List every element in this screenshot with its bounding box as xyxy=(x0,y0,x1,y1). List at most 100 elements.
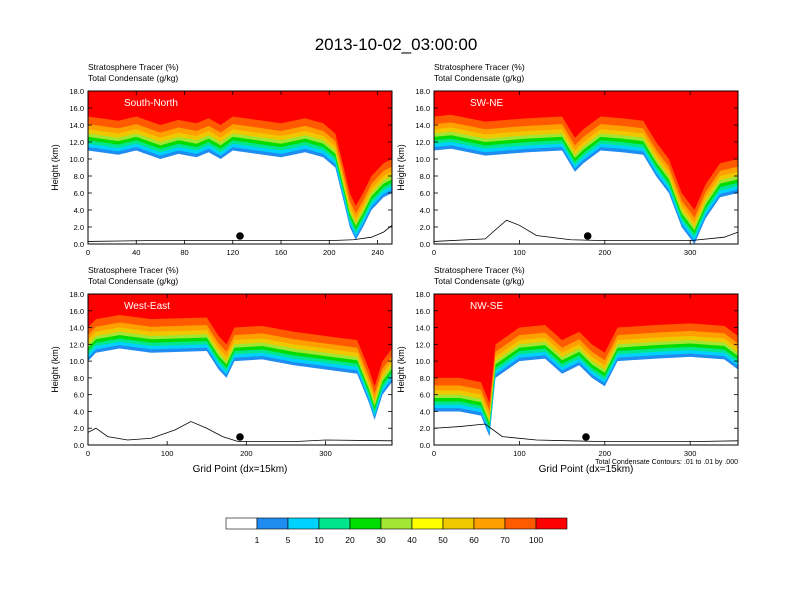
plot-frame xyxy=(433,90,739,245)
tracer-field xyxy=(88,91,392,242)
x-tick-label: 40 xyxy=(132,248,140,257)
y-tick-label: 0.0 xyxy=(420,240,430,249)
tracer-band-0 xyxy=(88,294,392,387)
colorbar-swatch-10 xyxy=(535,517,568,530)
y-tick-label: 2.0 xyxy=(74,223,84,232)
y-tick-label: 12.0 xyxy=(69,138,84,147)
y-tick-label: 8.0 xyxy=(420,172,430,181)
tracer-field xyxy=(434,91,738,244)
y-tick-label: 14.0 xyxy=(415,121,430,130)
colorbar-label: 1 xyxy=(255,535,260,545)
contour-note: Total Condensate Contours: .01 to .01 by… xyxy=(595,459,738,466)
x-tick-label: 300 xyxy=(684,449,697,458)
x-tick-label: 120 xyxy=(227,248,240,257)
y-tick-label: 10.0 xyxy=(69,357,84,366)
x-tick-label: 240 xyxy=(371,248,384,257)
location-marker xyxy=(236,232,244,240)
colorbar-label: 70 xyxy=(500,535,510,545)
y-tick-label: 6.0 xyxy=(74,189,84,198)
colorbar-swatch-0 xyxy=(225,517,258,530)
terrain-line xyxy=(88,421,392,443)
x-tick-label: 200 xyxy=(599,248,612,257)
colorbar-label: 50 xyxy=(438,535,448,545)
y-tick-label: 14.0 xyxy=(69,121,84,130)
colorbar-swatch-7 xyxy=(442,517,475,530)
tracer-band-0 xyxy=(88,91,392,206)
panel-west-east: West-East Stratosphere Tracer (%)Total Co… xyxy=(50,265,393,475)
panel-label: NW-SE xyxy=(470,301,503,312)
y-tick-label: 14.0 xyxy=(415,324,430,333)
x-tick-label: 0 xyxy=(432,248,436,257)
panel-subtitle-tracer: Stratosphere Tracer (%) xyxy=(88,265,179,275)
plot-frame xyxy=(433,293,739,446)
y-tick-label: 8.0 xyxy=(74,374,84,383)
y-axis-label: Height (km) xyxy=(396,346,406,393)
y-tick-label: 8.0 xyxy=(74,172,84,181)
x-tick-label: 0 xyxy=(86,449,90,458)
tracer-field xyxy=(88,294,392,443)
x-tick-label: 200 xyxy=(323,248,336,257)
colorbar-label: 5 xyxy=(286,535,291,545)
tracer-band-0 xyxy=(434,294,738,404)
panel-subtitle-tracer: Stratosphere Tracer (%) xyxy=(434,62,525,72)
y-tick-label: 10.0 xyxy=(69,155,84,164)
y-tick-label: 4.0 xyxy=(74,407,84,416)
terrain-line xyxy=(434,423,738,443)
colorbar-swatch-6 xyxy=(411,517,444,530)
x-tick-label: 0 xyxy=(432,449,436,458)
location-marker xyxy=(583,232,592,240)
x-tick-label: 200 xyxy=(599,449,612,458)
tracer-field xyxy=(434,294,738,443)
figure-title: 2013-10-02_03:00:00 xyxy=(315,35,478,54)
colorbar-label: 40 xyxy=(407,535,417,545)
colorbar-label: 100 xyxy=(529,535,543,545)
y-axis-label: Height (km) xyxy=(50,144,60,191)
y-tick-label: 0.0 xyxy=(420,441,430,450)
y-tick-label: 4.0 xyxy=(420,407,430,416)
y-tick-label: 0.0 xyxy=(74,240,84,249)
colorbar: 1 5 10 20 30 40 50 60 70 100 xyxy=(225,517,568,545)
colorbar-label: 20 xyxy=(345,535,355,545)
panel-subtitle-condensate: Total Condensate (g/kg) xyxy=(434,276,524,286)
panel-label: SW-NE xyxy=(470,98,503,109)
x-tick-label: 80 xyxy=(180,248,188,257)
y-tick-label: 18.0 xyxy=(415,290,430,299)
panel-subtitle-condensate: Total Condensate (g/kg) xyxy=(88,73,178,83)
colorbar-swatch-1 xyxy=(256,517,289,530)
panel-subtitle-condensate: Total Condensate (g/kg) xyxy=(88,276,178,286)
x-tick-label: 300 xyxy=(684,248,697,257)
y-tick-label: 12.0 xyxy=(415,340,430,349)
colorbar-swatch-8 xyxy=(473,517,506,530)
y-tick-label: 18.0 xyxy=(69,290,84,299)
terrain-line xyxy=(434,219,738,242)
y-tick-label: 16.0 xyxy=(415,307,430,316)
y-tick-label: 4.0 xyxy=(420,206,430,215)
panel-label: South-North xyxy=(124,98,178,109)
panel-subtitle-tracer: Stratosphere Tracer (%) xyxy=(434,265,525,275)
colorbar-swatch-4 xyxy=(349,517,382,530)
y-tick-label: 0.0 xyxy=(74,441,84,450)
y-tick-label: 10.0 xyxy=(415,155,430,164)
y-tick-label: 2.0 xyxy=(420,223,430,232)
y-tick-label: 6.0 xyxy=(420,189,430,198)
y-tick-label: 16.0 xyxy=(69,104,84,113)
colorbar-label: 10 xyxy=(314,535,324,545)
y-tick-label: 16.0 xyxy=(415,104,430,113)
y-tick-label: 12.0 xyxy=(415,138,430,147)
y-tick-label: 8.0 xyxy=(420,374,430,383)
panel-label: West-East xyxy=(124,301,170,312)
y-tick-label: 2.0 xyxy=(420,424,430,433)
x-tick-label: 100 xyxy=(513,449,526,458)
y-axis-label: Height (km) xyxy=(396,144,406,191)
location-marker xyxy=(582,433,590,441)
y-tick-label: 18.0 xyxy=(415,87,430,96)
x-tick-label: 100 xyxy=(161,449,174,458)
y-tick-label: 6.0 xyxy=(74,391,84,400)
x-tick-label: 0 xyxy=(86,248,90,257)
plot-frame xyxy=(87,293,393,446)
x-tick-label: 100 xyxy=(513,248,526,257)
colorbar-swatch-2 xyxy=(287,517,320,530)
